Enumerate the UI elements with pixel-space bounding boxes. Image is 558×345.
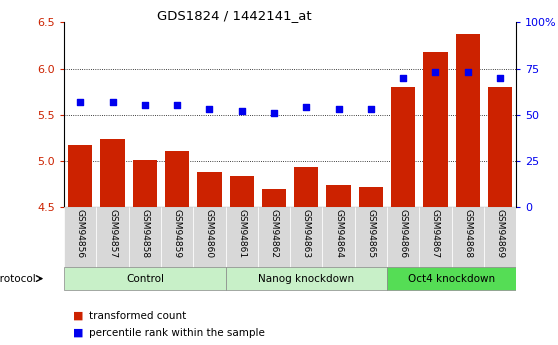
Text: GSM94857: GSM94857 [108, 209, 117, 258]
FancyBboxPatch shape [387, 207, 419, 274]
Text: GSM94863: GSM94863 [302, 209, 311, 258]
Point [302, 105, 311, 110]
Text: ■: ■ [73, 311, 83, 321]
FancyBboxPatch shape [225, 207, 258, 274]
Bar [262, 188, 286, 207]
Point [367, 106, 376, 112]
FancyBboxPatch shape [323, 207, 355, 274]
FancyBboxPatch shape [161, 207, 193, 274]
FancyBboxPatch shape [129, 207, 161, 274]
Bar [391, 87, 415, 207]
Point [141, 103, 150, 108]
FancyBboxPatch shape [193, 207, 225, 274]
Point [172, 103, 181, 108]
Text: GSM94867: GSM94867 [431, 209, 440, 258]
FancyBboxPatch shape [451, 207, 484, 274]
Text: transformed count: transformed count [89, 311, 186, 321]
Text: GSM94868: GSM94868 [463, 209, 472, 258]
Text: ■: ■ [73, 328, 83, 338]
FancyBboxPatch shape [64, 267, 225, 290]
Bar [165, 151, 189, 207]
Point [205, 106, 214, 112]
FancyBboxPatch shape [97, 207, 129, 274]
Bar [133, 160, 157, 207]
Text: GSM94860: GSM94860 [205, 209, 214, 258]
Bar [326, 185, 350, 207]
Bar [456, 34, 480, 207]
Point [237, 108, 246, 114]
Bar [488, 87, 512, 207]
Bar [100, 139, 124, 207]
FancyBboxPatch shape [64, 207, 97, 274]
Point [270, 110, 278, 116]
Text: GSM94865: GSM94865 [367, 209, 376, 258]
FancyBboxPatch shape [258, 207, 290, 274]
Text: GSM94869: GSM94869 [496, 209, 504, 258]
Bar [230, 176, 254, 207]
Bar [294, 167, 319, 207]
Text: GSM94864: GSM94864 [334, 209, 343, 258]
Bar [424, 52, 448, 207]
Text: Control: Control [126, 274, 164, 284]
Point [398, 75, 407, 80]
Bar [359, 187, 383, 207]
Bar [198, 172, 222, 207]
Bar [68, 145, 93, 207]
Text: GSM94862: GSM94862 [270, 209, 278, 258]
Point [334, 106, 343, 112]
Text: GSM94859: GSM94859 [172, 209, 182, 258]
Text: GDS1824 / 1442141_at: GDS1824 / 1442141_at [157, 9, 312, 22]
FancyBboxPatch shape [290, 207, 323, 274]
Point [76, 99, 85, 105]
Point [431, 69, 440, 75]
FancyBboxPatch shape [355, 207, 387, 274]
FancyBboxPatch shape [419, 207, 451, 274]
Point [108, 99, 117, 105]
FancyBboxPatch shape [484, 207, 516, 274]
Text: GSM94856: GSM94856 [76, 209, 85, 258]
Text: GSM94858: GSM94858 [141, 209, 150, 258]
Point [463, 69, 472, 75]
Text: protocol: protocol [0, 274, 35, 284]
Point [496, 75, 504, 80]
Text: Oct4 knockdown: Oct4 knockdown [408, 274, 495, 284]
FancyBboxPatch shape [387, 267, 516, 290]
Text: GSM94866: GSM94866 [398, 209, 408, 258]
Text: Nanog knockdown: Nanog knockdown [258, 274, 354, 284]
Text: percentile rank within the sample: percentile rank within the sample [89, 328, 265, 338]
FancyBboxPatch shape [225, 267, 387, 290]
Text: GSM94861: GSM94861 [237, 209, 246, 258]
